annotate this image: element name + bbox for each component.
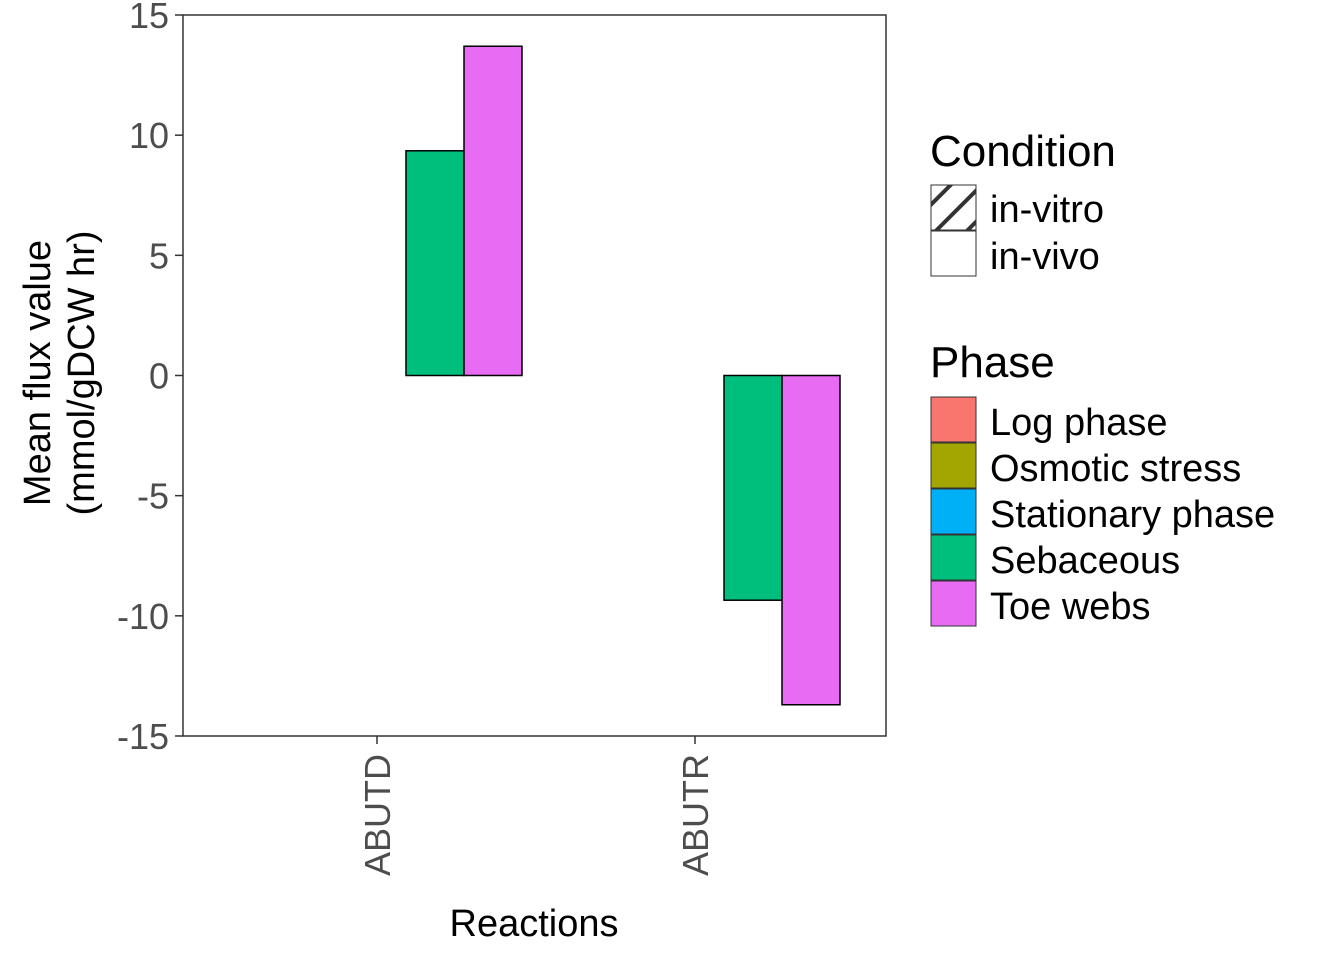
y-axis-title-line-1: Mean flux value	[17, 240, 59, 506]
phase-key-label-osmotic-stress: Osmotic stress	[990, 448, 1241, 490]
phase-key-label-stationary-phase: Stationary phase	[990, 494, 1275, 536]
in-vitro-key-swatch	[930, 184, 977, 231]
bars-layer	[405, 45, 841, 706]
in-vivo-key-label: in-vivo	[990, 236, 1100, 278]
phase-key-swatch-osmotic-stress	[930, 442, 977, 489]
condition-legend-title: Condition	[930, 127, 1116, 176]
x-tick-label-abutr: ABUTR	[675, 754, 716, 876]
bar-abutr-sebaceous	[723, 374, 783, 601]
bar-abutd-toe-webs	[463, 45, 523, 377]
in-vivo-key-swatch	[930, 230, 977, 277]
y-tick-label: -5	[137, 476, 169, 517]
condition-legend: Condition in-vitro in-vivo	[930, 127, 1116, 278]
y-tick-label: -15	[117, 716, 169, 757]
x-axis-title: Reactions	[450, 903, 619, 945]
x-axis: ABUTD ABUTR	[357, 736, 716, 876]
phase-key-swatch-log-phase	[930, 396, 977, 443]
phase-key-label-log-phase: Log phase	[990, 402, 1168, 444]
phase-key-label-toe-webs: Toe webs	[990, 586, 1151, 628]
y-axis-title: Mean flux value (mmol/gDCW hr)	[17, 231, 103, 516]
in-vitro-key-label: in-vitro	[990, 189, 1104, 231]
y-tick-label: 0	[149, 356, 169, 397]
y-axis-title-line-2: (mmol/gDCW hr)	[61, 231, 103, 516]
bar-abutr-toe-webs	[781, 374, 841, 706]
phase-key-label-sebaceous: Sebaceous	[990, 540, 1180, 582]
bar-abutd-sebaceous	[405, 150, 465, 377]
y-tick-label: -10	[117, 596, 169, 637]
y-tick-label: 15	[129, 0, 169, 36]
phase-legend-title: Phase	[930, 338, 1055, 387]
y-tick-label: 10	[129, 115, 169, 156]
phase-key-swatch-sebaceous	[930, 534, 977, 581]
phase-key-swatch-toe-webs	[930, 580, 977, 627]
phase-key-swatch-stationary-phase	[930, 488, 977, 535]
x-tick-label-abutd: ABUTD	[357, 754, 398, 876]
y-axis: 15 10 5 0 -5 -10 -15	[117, 0, 183, 757]
y-tick-label: 5	[149, 235, 169, 276]
